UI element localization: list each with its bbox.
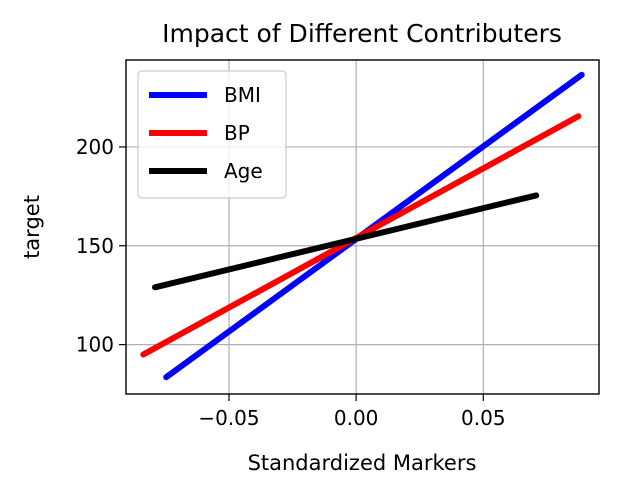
legend: BMI BP Age — [137, 70, 287, 199]
legend-label-bp: BP — [224, 121, 250, 145]
x-tick-label: 0.00 — [334, 406, 379, 430]
y-tick-label: 150 — [76, 234, 114, 258]
chart-title: Impact of Different Contributers — [162, 19, 562, 48]
y-axis-ticks: 100 150 200 — [76, 135, 126, 357]
series-line-age — [152, 192, 540, 291]
y-tick-label: 200 — [76, 135, 114, 159]
legend-label-age: Age — [224, 159, 263, 183]
x-tick-label: −0.05 — [198, 406, 259, 430]
legend-box — [137, 70, 287, 199]
legend-label-bmi: BMI — [224, 83, 261, 107]
x-axis-label: Standardized Markers — [248, 451, 477, 475]
plot-frame — [125, 59, 600, 395]
x-axis-ticks: −0.05 0.00 0.05 — [198, 394, 506, 430]
y-tick-label: 100 — [76, 333, 114, 357]
x-tick-label: 0.05 — [461, 406, 506, 430]
series-lines — [140, 71, 585, 381]
y-axis-label: target — [20, 195, 44, 259]
